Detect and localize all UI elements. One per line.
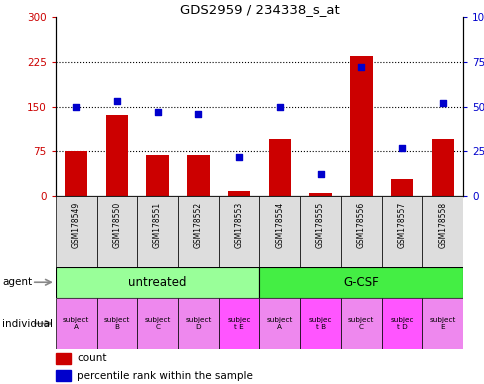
Text: subjec
t D: subjec t D [390, 317, 413, 330]
Point [72, 104, 80, 110]
Bar [227, 191, 250, 196]
Bar [259, 267, 462, 298]
Point [357, 64, 364, 70]
Bar [56, 370, 71, 381]
Text: GSM178550: GSM178550 [112, 202, 121, 248]
Text: GSM178556: GSM178556 [356, 202, 365, 248]
Bar [349, 56, 372, 196]
Bar [56, 267, 259, 298]
Text: agent: agent [2, 277, 32, 287]
Text: GSM178555: GSM178555 [316, 202, 324, 248]
Bar [65, 151, 87, 196]
Bar [259, 298, 300, 349]
Bar [56, 353, 71, 364]
Bar [146, 156, 168, 196]
Point [275, 104, 283, 110]
Text: subjec
t B: subjec t B [308, 317, 332, 330]
Bar [96, 298, 137, 349]
Text: GSM178553: GSM178553 [234, 202, 243, 248]
Text: GSM178554: GSM178554 [275, 202, 284, 248]
Bar [309, 193, 331, 196]
Text: G-CSF: G-CSF [343, 276, 378, 289]
Point [113, 98, 121, 104]
Bar [137, 298, 178, 349]
Bar [137, 196, 178, 267]
Text: GSM178558: GSM178558 [438, 202, 446, 248]
Bar [96, 196, 137, 267]
Bar [340, 298, 381, 349]
Text: untreated: untreated [128, 276, 186, 289]
Text: individual: individual [2, 318, 53, 329]
Text: subject
A: subject A [266, 317, 292, 330]
Text: GSM178557: GSM178557 [397, 202, 406, 248]
Bar [300, 298, 340, 349]
Bar [381, 298, 422, 349]
Bar [422, 298, 462, 349]
Bar [300, 196, 340, 267]
Text: percentile rank within the sample: percentile rank within the sample [77, 371, 253, 381]
Text: subject
D: subject D [185, 317, 211, 330]
Bar [187, 156, 209, 196]
Bar [218, 196, 259, 267]
Bar [259, 196, 300, 267]
Bar [381, 196, 422, 267]
Text: subject
B: subject B [104, 317, 130, 330]
Text: GSM178549: GSM178549 [72, 202, 80, 248]
Text: subject
A: subject A [63, 317, 89, 330]
Point [438, 100, 446, 106]
Point [316, 171, 324, 177]
Bar [340, 196, 381, 267]
Bar [56, 196, 96, 267]
Point [194, 111, 202, 117]
Bar [56, 298, 96, 349]
Text: GSM178552: GSM178552 [194, 202, 202, 248]
Text: count: count [77, 353, 106, 363]
Bar [218, 298, 259, 349]
Bar [178, 298, 218, 349]
Bar [106, 116, 128, 196]
Point [397, 144, 405, 151]
Bar [268, 139, 290, 196]
Point [153, 109, 161, 115]
Text: subject
C: subject C [348, 317, 374, 330]
Bar [178, 196, 218, 267]
Title: GDS2959 / 234338_s_at: GDS2959 / 234338_s_at [179, 3, 339, 16]
Point [235, 154, 242, 160]
Bar [390, 179, 412, 196]
Text: subjec
t E: subjec t E [227, 317, 250, 330]
Text: subject
C: subject C [144, 317, 170, 330]
Text: subject
E: subject E [429, 317, 455, 330]
Bar [422, 196, 462, 267]
Bar [431, 139, 453, 196]
Text: GSM178551: GSM178551 [153, 202, 162, 248]
